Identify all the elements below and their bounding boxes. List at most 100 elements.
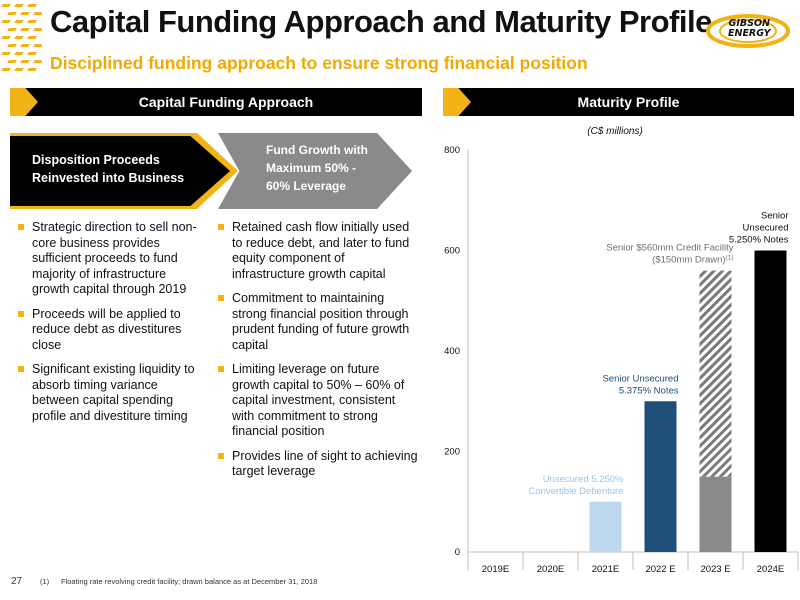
bullet-item: Proceeds will be applied to reduce debt … xyxy=(18,307,204,354)
section-title: Capital Funding Approach xyxy=(138,94,314,110)
bar-data-label: Unsecured xyxy=(743,223,789,234)
dash-mark xyxy=(27,4,37,7)
section-title: Maturity Profile xyxy=(577,94,680,110)
y-tick-label: 600 xyxy=(444,246,460,257)
dash-mark xyxy=(27,20,37,23)
dash-mark xyxy=(1,68,11,71)
bullet-square-icon xyxy=(218,452,224,459)
y-tick-label: 400 xyxy=(444,346,460,357)
bullet-square-icon xyxy=(18,310,24,317)
bullet-text: Provides line of sight to achieving targ… xyxy=(232,448,418,479)
dash-mark xyxy=(7,12,17,15)
maturity-profile-chart: (C$ millions) 0 200 400 600 800 2019E 2020E 202… xyxy=(430,120,800,580)
bar-data-label: ($150mm Drawn)(1) xyxy=(652,254,733,266)
dash-mark xyxy=(1,36,11,39)
chart-units-label: (C$ millions) xyxy=(587,126,643,137)
disposition-proceeds-chevron: Disposition Proceeds Reinvested into Bus… xyxy=(10,133,238,209)
chevron-label: Disposition Proceeds Reinvested into Bus… xyxy=(32,151,184,187)
page-title: Capital Funding Approach and Maturity Pr… xyxy=(50,4,712,39)
dash-mark xyxy=(27,52,37,55)
dash-mark xyxy=(33,44,42,47)
dash-mark xyxy=(27,36,37,39)
dash-mark xyxy=(14,20,24,23)
bullet-square-icon xyxy=(18,224,24,230)
dash-mark xyxy=(1,20,11,23)
maturity-profile-header: Maturity Profile xyxy=(443,88,794,116)
bullets-right: Retained cash flow initially used to red… xyxy=(218,220,418,489)
dash-mark xyxy=(27,68,37,71)
bullet-square-icon xyxy=(218,295,224,301)
bar-data-label: Senior Unsecured xyxy=(602,373,678,384)
bullets-left: Strategic direction to sell non-core bus… xyxy=(18,220,204,433)
bullet-item: Provides line of sight to achieving targ… xyxy=(218,449,418,480)
dash-mark xyxy=(1,52,11,55)
dash-mark xyxy=(20,28,30,31)
bar xyxy=(589,501,622,552)
chevron-label: Fund Growth with Maximum 50% - 60% Lever… xyxy=(266,141,376,195)
decorative-dash-pattern xyxy=(0,0,42,80)
y-tick-label: 200 xyxy=(444,447,460,458)
bar-segment xyxy=(699,476,732,552)
dash-mark xyxy=(33,60,42,63)
header-arrow-tab xyxy=(443,88,471,116)
chevron-line: Maximum 50% - xyxy=(266,161,357,175)
chevron-line: Disposition Proceeds xyxy=(32,153,160,167)
bullet-text: Strategic direction to sell non-core bus… xyxy=(32,220,197,296)
x-tick-label: 2024E xyxy=(757,564,784,575)
bullet-item: Retained cash flow initially used to red… xyxy=(218,220,418,282)
dash-mark xyxy=(14,4,24,7)
header-arrow-tab xyxy=(10,88,38,116)
fund-growth-chevron: Fund Growth with Maximum 50% - 60% Lever… xyxy=(218,133,412,209)
bar-segment xyxy=(699,270,732,477)
bar-data-label: Convertible Debenture xyxy=(528,486,623,497)
bullet-text: Limiting leverage on future growth capit… xyxy=(232,362,405,438)
x-tick-label: 2023 E xyxy=(700,564,730,575)
gibson-energy-logo: GIBSON ENERGY xyxy=(703,12,793,52)
chart-svg: (C$ millions) 0 200 400 600 800 2019E 2020E 202… xyxy=(444,126,799,575)
x-tick-label: 2021E xyxy=(592,564,619,575)
chevron-line: 60% Leverage xyxy=(266,179,347,193)
dash-mark xyxy=(14,36,24,39)
dash-mark xyxy=(20,44,30,47)
chevron-body xyxy=(10,136,230,206)
logo-line-1: GIBSON xyxy=(728,18,770,29)
bar-data-label: Senior xyxy=(761,211,788,222)
bar-data-label: Unsecured 5.250% xyxy=(543,474,624,485)
page-subtitle: Disciplined funding approach to ensure s… xyxy=(50,53,588,73)
bullet-item: Strategic direction to sell non-core bus… xyxy=(18,220,204,298)
x-tick-label: 2022 E xyxy=(645,564,675,575)
dash-mark xyxy=(33,28,42,31)
bar xyxy=(644,401,677,552)
bullet-text: Proceeds will be applied to reduce debt … xyxy=(32,306,182,352)
dash-mark xyxy=(20,12,30,15)
chevron-line: Fund Growth with xyxy=(266,143,368,157)
footnote-text: Floating rate revolving credit facility;… xyxy=(61,577,318,586)
bullet-square-icon xyxy=(18,366,24,372)
x-tick-label: 2020E xyxy=(537,564,564,575)
footnote-ref: (1) xyxy=(40,577,50,586)
bar-data-label: 5.375% Notes xyxy=(619,385,679,396)
bar-data-label: 5.250% Notes xyxy=(729,235,789,246)
dash-mark xyxy=(14,52,24,55)
logo-wordmark: GIBSON ENERGY xyxy=(728,19,771,39)
y-tick-label: 0 xyxy=(455,547,460,558)
dash-mark xyxy=(7,60,17,63)
bullet-text: Significant existing liquidity to absorb… xyxy=(32,362,195,423)
bullet-item: Limiting leverage on future growth capit… xyxy=(218,362,418,440)
bullet-square-icon xyxy=(218,224,224,230)
bullet-text: Commitment to maintaining strong financi… xyxy=(232,291,410,352)
dash-mark xyxy=(20,60,30,63)
page-number: 27 xyxy=(11,576,23,587)
bullet-item: Significant existing liquidity to absorb… xyxy=(18,362,204,424)
bullet-item: Commitment to maintaining strong financi… xyxy=(218,291,418,353)
dash-mark xyxy=(1,4,11,7)
capital-funding-approach-header: Capital Funding Approach xyxy=(10,88,422,116)
logo-line-2: ENERGY xyxy=(728,28,771,39)
x-tick-label: 2019E xyxy=(482,564,509,575)
bar-data-label: Senior $560mm Credit Facility xyxy=(606,243,733,254)
y-tick-label: 800 xyxy=(444,145,460,156)
label-superscript: (1) xyxy=(726,254,734,261)
dash-mark xyxy=(14,68,24,71)
bullet-square-icon xyxy=(218,366,224,372)
bar xyxy=(754,250,787,552)
